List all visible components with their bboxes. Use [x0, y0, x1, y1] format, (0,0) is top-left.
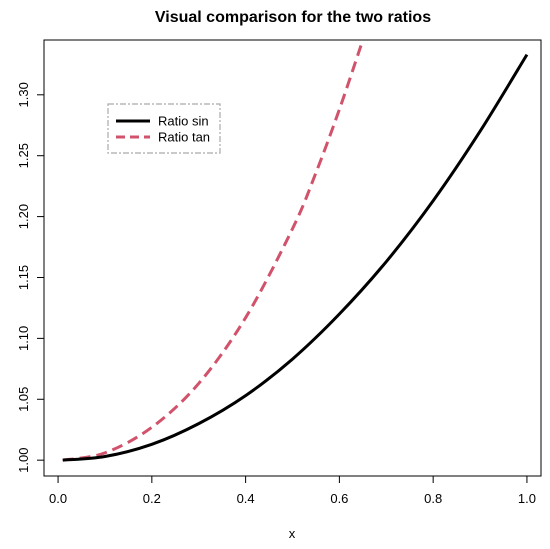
legend-label: Ratio sin: [158, 114, 209, 129]
y-tick-label: 1.15: [16, 265, 31, 290]
chart-title: Visual comparison for the two ratios: [155, 9, 431, 26]
x-tick-label: 1.0: [518, 491, 536, 506]
y-tick-label: 1.00: [16, 448, 31, 473]
x-tick-label: 0.6: [330, 491, 348, 506]
legend-label: Ratio tan: [158, 130, 210, 145]
x-tick-label: 0.4: [237, 491, 255, 506]
y-tick-label: 1.10: [16, 326, 31, 351]
x-axis-label: x: [289, 526, 296, 541]
legend-box: [107, 103, 221, 154]
plot-frame: [43, 39, 542, 477]
series-line-ratio-tan: [62, 40, 365, 462]
y-tick-label: 1.30: [16, 82, 31, 107]
x-axis: 0.0 0.2 0.4 0.6 0.8 1.0: [49, 476, 536, 506]
y-axis: 1.00 1.05 1.10 1.15 1.20 1.25 1.30: [16, 82, 44, 473]
x-tick-label: 0.8: [424, 491, 442, 506]
series-layer: [62, 40, 529, 462]
series-line-ratio-sin: [62, 53, 529, 462]
x-tick-label: 0.0: [49, 491, 67, 506]
x-tick-label: 0.2: [143, 491, 161, 506]
y-tick-label: 1.20: [16, 204, 31, 229]
y-tick-label: 1.25: [16, 143, 31, 168]
y-tick-label: 1.05: [16, 387, 31, 412]
